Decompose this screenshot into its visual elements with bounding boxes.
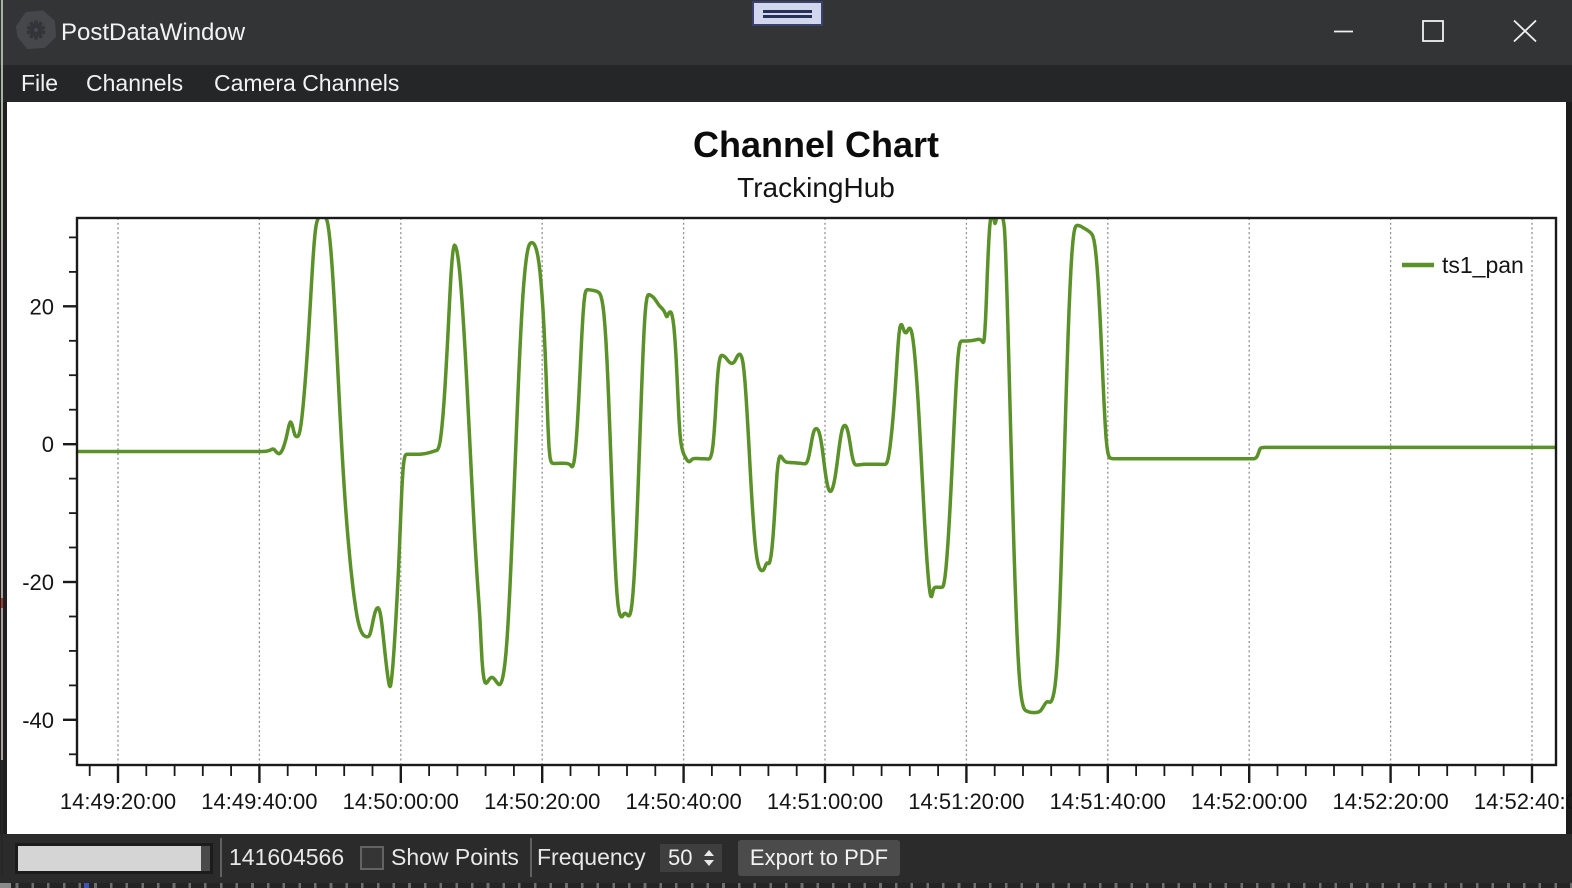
svg-text:TrackingHub: TrackingHub bbox=[737, 172, 895, 203]
svg-text:0: 0 bbox=[42, 432, 54, 457]
svg-text:14:52:20:00: 14:52:20:00 bbox=[1332, 789, 1448, 814]
svg-text:20: 20 bbox=[30, 294, 54, 319]
svg-text:14:50:40:00: 14:50:40:00 bbox=[625, 789, 741, 814]
svg-text:14:50:00:00: 14:50:00:00 bbox=[343, 789, 459, 814]
svg-text:Channel Chart: Channel Chart bbox=[693, 124, 939, 165]
svg-text:14:51:00:00: 14:51:00:00 bbox=[767, 789, 883, 814]
svg-text:-40: -40 bbox=[22, 708, 54, 733]
svg-text:14:52:40:00: 14:52:40:00 bbox=[1474, 789, 1572, 814]
svg-text:14:51:20:00: 14:51:20:00 bbox=[908, 789, 1024, 814]
svg-text:14:51:40:00: 14:51:40:00 bbox=[1050, 789, 1166, 814]
svg-text:14:49:20:00: 14:49:20:00 bbox=[60, 789, 176, 814]
svg-text:14:50:20:00: 14:50:20:00 bbox=[484, 789, 600, 814]
svg-text:-20: -20 bbox=[22, 570, 54, 595]
svg-text:ts1_pan: ts1_pan bbox=[1442, 252, 1524, 278]
svg-text:14:49:40:00: 14:49:40:00 bbox=[201, 789, 317, 814]
svg-text:14:52:00:00: 14:52:00:00 bbox=[1191, 789, 1307, 814]
